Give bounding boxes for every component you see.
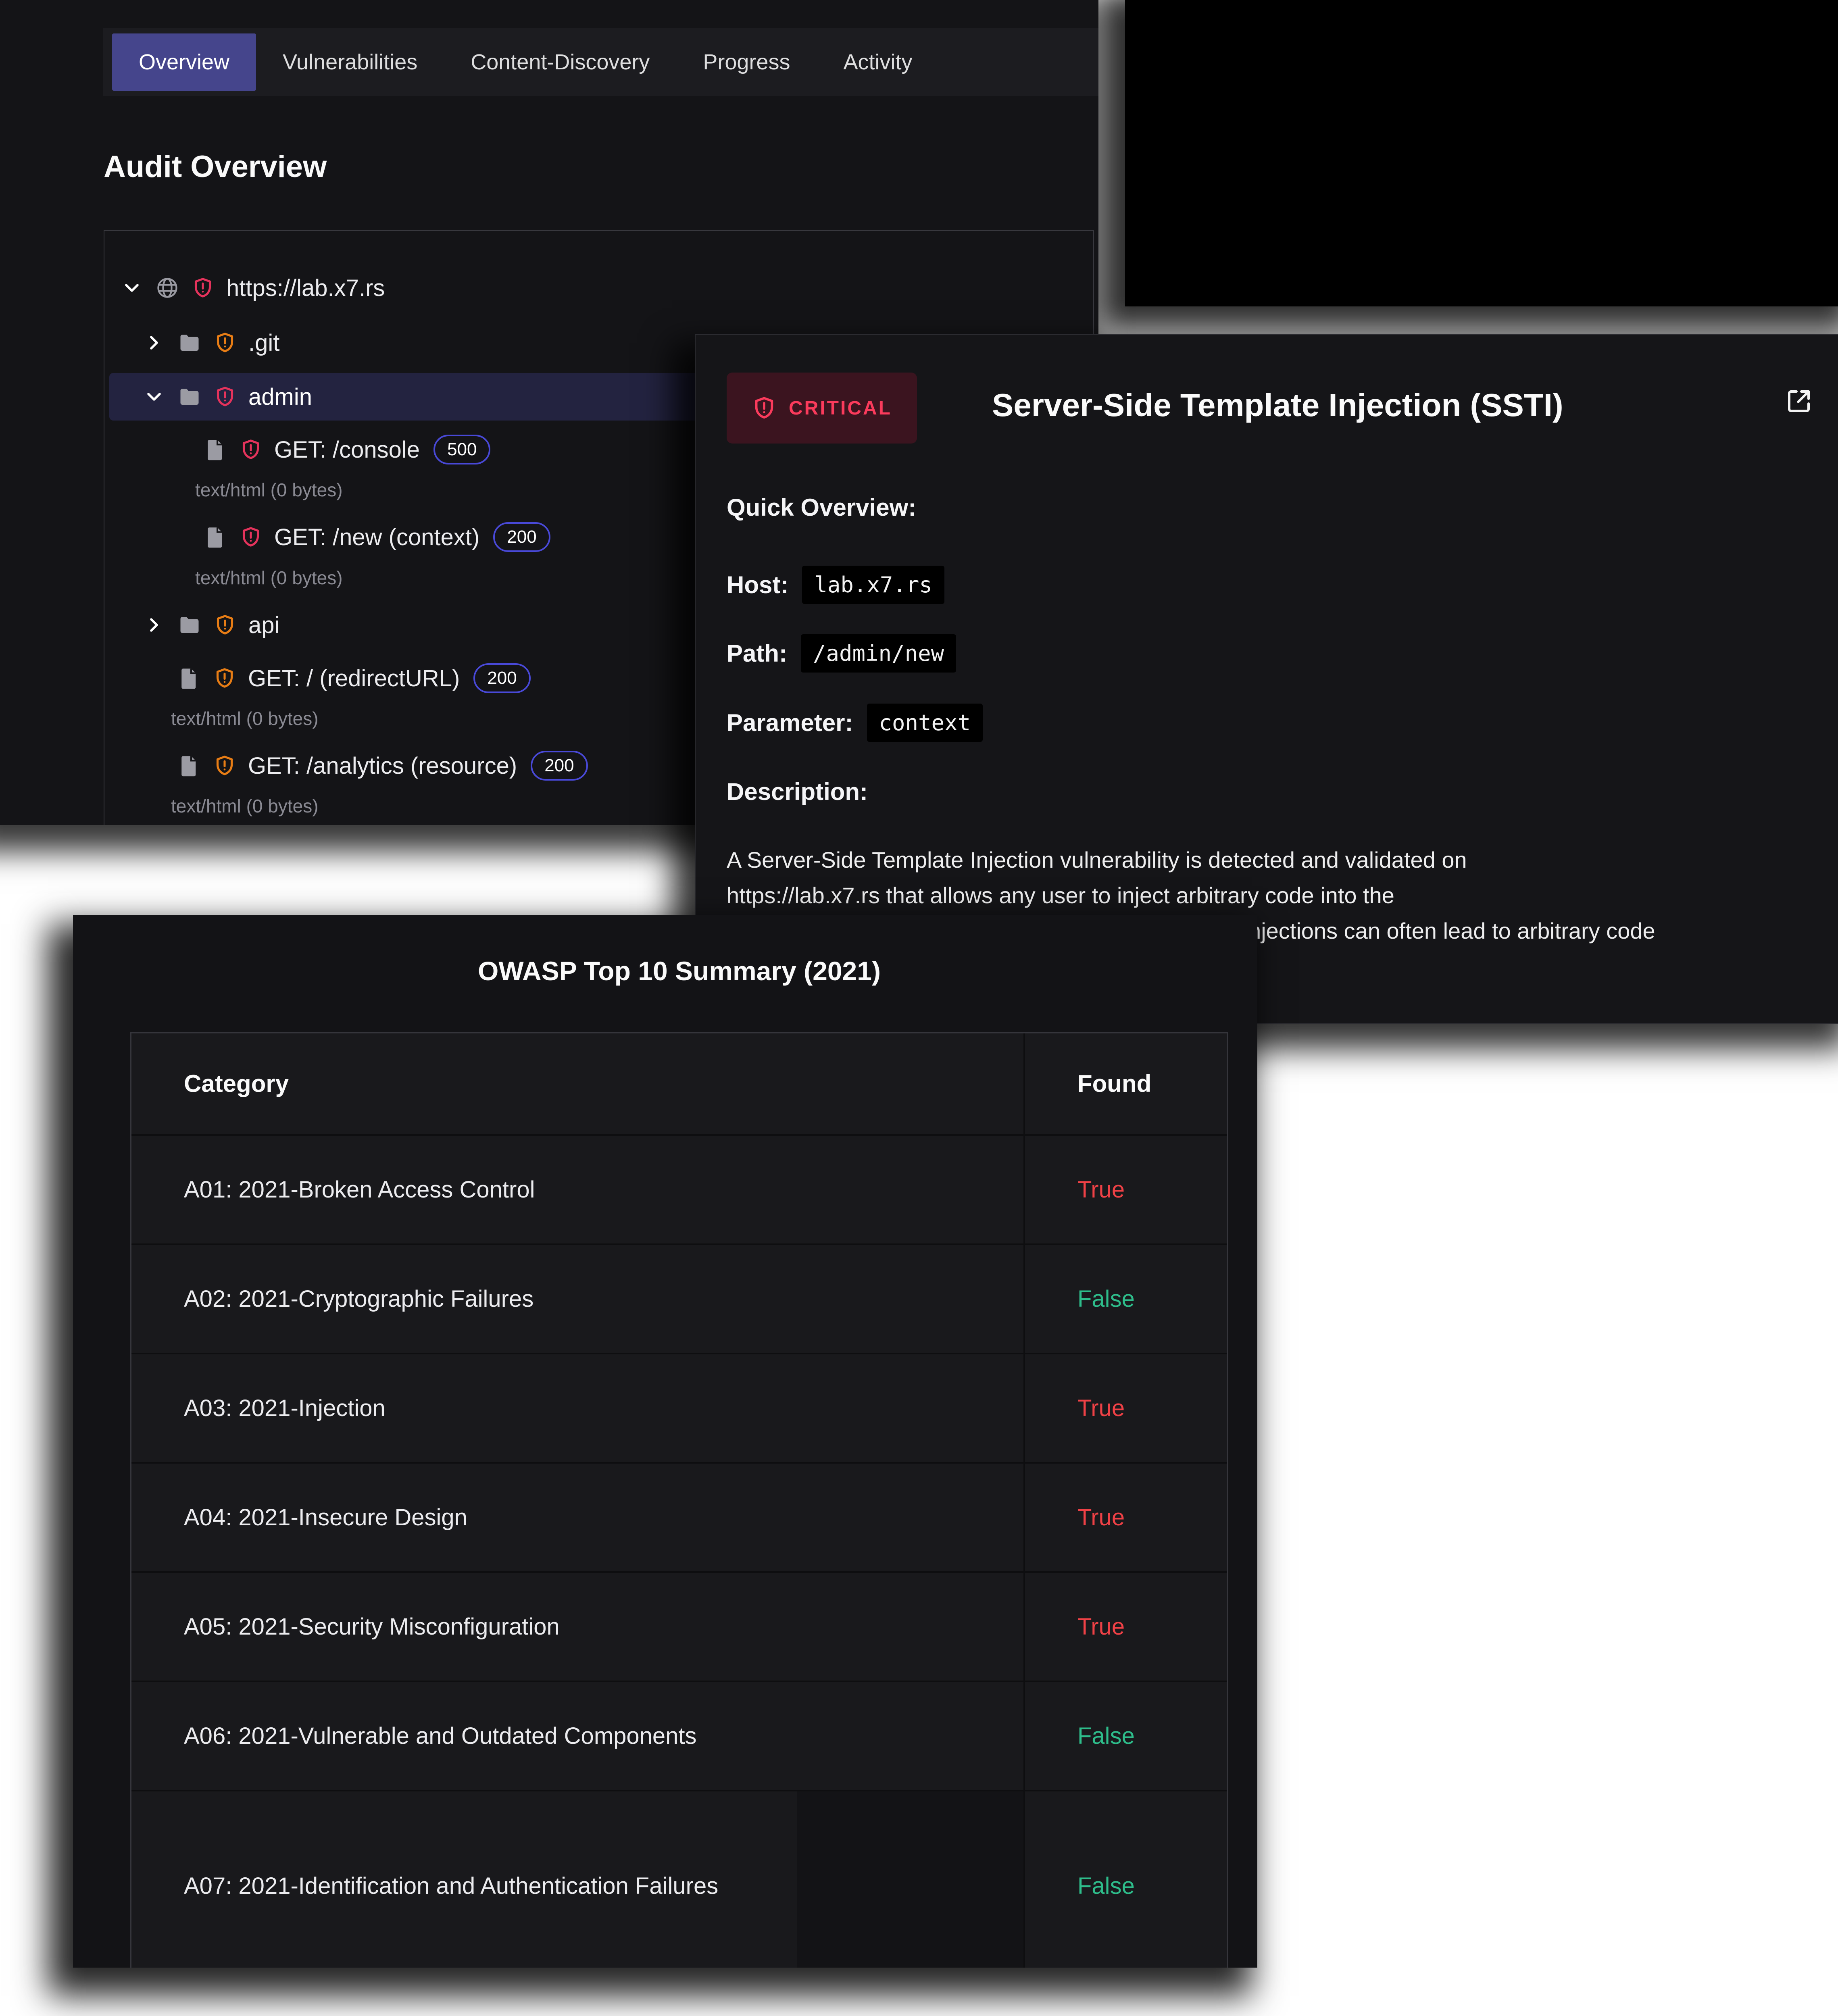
table-row: A02: 2021-Cryptographic Failures False — [131, 1243, 1227, 1353]
path-value: /admin/new — [801, 634, 957, 673]
tree-row-api[interactable]: api — [143, 601, 279, 649]
table-row: A01: 2021-Broken Access Control True — [131, 1134, 1227, 1243]
chevron-down-icon[interactable] — [121, 277, 143, 299]
category-cell: A05: 2021-Security Misconfiguration — [131, 1573, 1023, 1681]
content-type-label: text/html (0 bytes) — [195, 479, 343, 500]
risk-shield-icon — [216, 668, 233, 688]
vulnerability-title: Server-Side Template Injection (SSTI) — [992, 387, 1563, 423]
chevron-right-icon[interactable] — [143, 331, 165, 354]
quick-overview-heading: Quick Overview: — [727, 494, 917, 521]
file-icon — [181, 669, 196, 689]
risk-shield-icon — [217, 387, 233, 406]
table-row: A05: 2021-Security Misconfiguration True — [131, 1571, 1227, 1681]
category-cell: A01: 2021-Broken Access Control — [131, 1136, 1023, 1243]
content-type-label: text/html (0 bytes) — [171, 796, 319, 816]
page-title: Audit Overview — [104, 150, 327, 184]
table-row: A07: 2021-Identification and Authenticat… — [131, 1790, 1227, 1968]
description-text: https://lab.x7.rs that allows any user t… — [727, 883, 1394, 908]
tab-progress[interactable]: Progress — [703, 50, 790, 74]
file-icon — [181, 756, 196, 777]
status-badge: 200 — [531, 751, 588, 781]
risk-shield-icon — [217, 615, 233, 635]
found-cell: True — [1023, 1464, 1227, 1571]
tree-row-label: .git — [248, 329, 280, 356]
alert-shield-icon — [755, 397, 773, 419]
content-type-label: text/html (0 bytes) — [171, 708, 319, 729]
owasp-table: Category Found A01: 2021-Broken Access C… — [130, 1032, 1228, 1968]
risk-shield-icon — [242, 439, 259, 459]
tree-row-get-console[interactable]: GET: /console 500 — [203, 426, 491, 473]
tab-content-discovery[interactable]: Content-Discovery — [471, 50, 650, 74]
host-field: Host: lab.x7.rs — [727, 566, 944, 604]
host-value: lab.x7.rs — [802, 566, 944, 604]
chevron-right-icon[interactable] — [143, 614, 165, 636]
file-icon — [208, 527, 222, 548]
status-badge: 500 — [433, 435, 491, 464]
tree-row-git[interactable]: .git — [143, 319, 279, 367]
background-window — [1125, 0, 1838, 306]
folder-icon — [180, 617, 199, 633]
tree-row-get-new[interactable]: GET: /new (context) 200 — [203, 513, 550, 561]
table-row: A04: 2021-Insecure Design True — [131, 1462, 1227, 1571]
category-cell: A02: 2021-Cryptographic Failures — [131, 1245, 1023, 1353]
category-cell: A04: 2021-Insecure Design — [131, 1464, 1023, 1571]
risk-shield-icon — [216, 756, 233, 775]
risk-shield-icon — [217, 333, 233, 352]
tree-row-label: GET: /new (context) — [274, 524, 480, 550]
parameter-value: context — [867, 704, 983, 742]
tree-row-label: https://lab.x7.rs — [226, 275, 385, 301]
found-cell: True — [1023, 1136, 1227, 1243]
folder-icon — [180, 389, 199, 405]
column-header-found: Found — [1023, 1033, 1227, 1134]
folder-icon — [180, 335, 199, 351]
description-text: A Server-Side Template Injection vulnera… — [727, 847, 1467, 873]
tree-row-label: api — [248, 612, 280, 638]
found-cell: True — [1023, 1573, 1227, 1681]
category-cell: A07: 2021-Identification and Authenticat… — [131, 1791, 797, 1968]
tree-row-label: GET: /console — [274, 436, 420, 463]
description-heading: Description: — [727, 778, 868, 805]
tree-row-site-root[interactable]: https://lab.x7.rs — [121, 264, 385, 312]
external-link-icon[interactable] — [1784, 387, 1813, 416]
file-icon — [208, 440, 222, 460]
tree-row-admin[interactable]: admin — [143, 373, 312, 421]
risk-shield-icon — [194, 278, 211, 298]
severity-badge: CRITICAL — [727, 373, 917, 444]
table-row: A03: 2021-Injection True — [131, 1353, 1227, 1462]
category-cell: A03: 2021-Injection — [131, 1354, 1023, 1462]
owasp-title: OWASP Top 10 Summary (2021) — [478, 956, 881, 986]
tree-row-label: GET: /analytics (resource) — [248, 752, 517, 779]
tree-row-get-analytics[interactable]: GET: /analytics (resource) 200 — [177, 742, 588, 789]
tab-bar: Overview Vulnerabilities Content-Discove… — [103, 28, 1098, 96]
tree-row-label: admin — [248, 383, 312, 410]
tree-row-label: GET: / (redirectURL) — [248, 665, 460, 691]
parameter-label: Parameter: — [727, 709, 853, 736]
owasp-summary-panel: OWASP Top 10 Summary (2021) Category Fou… — [73, 915, 1257, 1968]
tree-row-get-root[interactable]: GET: / (redirectURL) 200 — [177, 654, 531, 702]
found-cell: False — [1023, 1791, 1227, 1968]
column-header-category: Category — [131, 1033, 1023, 1134]
parameter-field: Parameter: context — [727, 704, 983, 742]
tab-vulnerabilities[interactable]: Vulnerabilities — [283, 50, 418, 74]
path-label: Path: — [727, 640, 787, 667]
found-cell: False — [1023, 1682, 1227, 1790]
chevron-down-icon[interactable] — [143, 385, 165, 408]
tab-overview[interactable]: Overview — [112, 33, 256, 91]
host-label: Host: — [727, 571, 789, 598]
tab-activity[interactable]: Activity — [843, 50, 913, 74]
status-badge: 200 — [493, 522, 550, 552]
found-cell: False — [1023, 1245, 1227, 1353]
path-field: Path: /admin/new — [727, 634, 957, 673]
severity-label: CRITICAL — [789, 397, 892, 419]
table-header-row: Category Found — [131, 1033, 1227, 1134]
category-cell: A06: 2021-Vulnerable and Outdated Compon… — [131, 1682, 1023, 1790]
globe-icon — [157, 278, 177, 298]
risk-shield-icon — [242, 527, 259, 547]
status-badge: 200 — [473, 663, 531, 693]
table-row: A06: 2021-Vulnerable and Outdated Compon… — [131, 1681, 1227, 1790]
found-cell: True — [1023, 1354, 1227, 1462]
content-type-label: text/html (0 bytes) — [195, 567, 343, 588]
